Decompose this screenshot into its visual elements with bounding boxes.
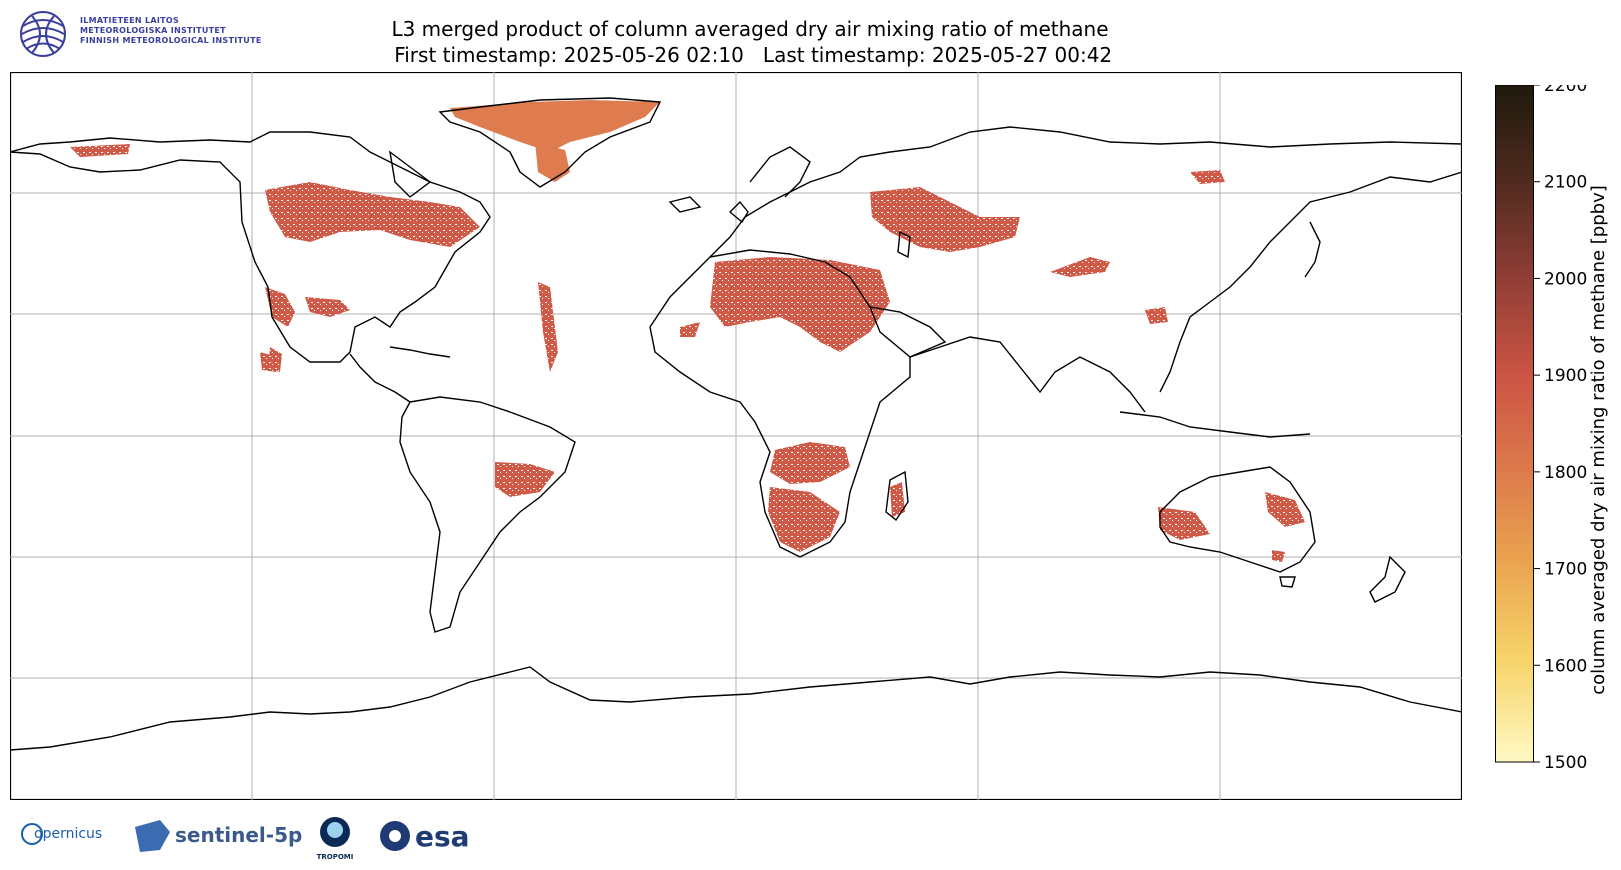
data-china: [1050, 257, 1110, 277]
data-canada: [265, 182, 480, 247]
data-south-america: [495, 462, 555, 497]
fmi-logo: [20, 11, 66, 57]
coast-south-asia: [909, 336, 1146, 413]
sentinel-text: sentinel-5p: [175, 823, 302, 847]
data-greenland-south: [535, 142, 570, 182]
tropomi-text: TROPOMI: [317, 853, 354, 861]
data-southern-africa-north: [770, 442, 850, 484]
esa-text: esa: [415, 820, 470, 853]
partner-logos: opernicus sentinel-5p TROPOMI esa: [21, 817, 470, 861]
copernicus-logo: opernicus: [21, 823, 102, 845]
fmi-institute-name: ILMATIETEEN LAITOS METEOROLOGISKA INSTIT…: [80, 16, 262, 46]
coast-central-america: [349, 353, 411, 403]
tropomi-logo: TROPOMI: [317, 817, 354, 861]
colorbar: 1500 1600 1700 1800 1900 2000 2100 2200: [1495, 85, 1587, 773]
coast-indonesia: [1119, 411, 1311, 438]
colorbar-tick-label: 2100: [1544, 173, 1587, 193]
coast-south-america: [399, 396, 576, 633]
coast-greenland: [438, 97, 662, 188]
coast-arabia: [869, 306, 947, 358]
data-south-asia: [1145, 307, 1168, 324]
data-madagascar: [890, 482, 905, 517]
data-west-africa: [680, 322, 700, 337]
coast-asia-east: [1159, 171, 1462, 393]
colorbar-tick-label: 1600: [1544, 656, 1587, 676]
colorbar-tick-label: 1700: [1544, 560, 1587, 580]
institute-line-3: FINNISH METEOROLOGICAL INSTITUTE: [80, 36, 262, 45]
coast-hudson-bay: [389, 150, 432, 198]
data-east-siberia: [1190, 170, 1225, 184]
coast-madagascar: [885, 470, 909, 522]
coast-caribbean: [389, 346, 451, 358]
coast-australia: [1159, 466, 1316, 573]
colorbar-tick-label: 1800: [1544, 463, 1587, 483]
data-north-canada: [70, 144, 130, 157]
data-west-australia: [1158, 507, 1210, 540]
coastlines: [10, 97, 1462, 751]
world-map: [10, 72, 1462, 800]
data-southern-africa-south: [768, 487, 840, 552]
esa-logo: esa: [380, 820, 470, 853]
data-east-australia: [1265, 492, 1305, 527]
title-line-2: First timestamp: 2025-05-26 02:10 Last t…: [387, 43, 1113, 67]
data-greenland: [450, 100, 660, 152]
colorbar-label: column averaged dry air mixing ratio of …: [1588, 185, 1609, 695]
colorbar-tick-label: 1500: [1544, 753, 1587, 773]
copernicus-text: opernicus: [34, 826, 102, 842]
data-us-central: [305, 297, 350, 317]
colorbar-tick-label: 2200: [1544, 85, 1587, 96]
coast-caspian: [897, 230, 911, 259]
data-se-australia: [1272, 550, 1285, 562]
coast-antarctica: [10, 666, 1462, 751]
data-atlantic-strip: [538, 282, 558, 372]
colorbar-gradient: [1495, 85, 1534, 763]
coast-europe: [709, 126, 1462, 258]
institute-line-2: METEOROLOGISKA INSTITUTET: [80, 26, 226, 35]
coast-tasmania: [1279, 576, 1296, 588]
data-pacific-strip: [260, 352, 278, 372]
coast-north-america: [10, 131, 491, 363]
data-north-africa: [710, 257, 890, 352]
coast-uk: [728, 200, 749, 224]
title-line-1: L3 merged product of column averaged dry…: [391, 17, 1109, 41]
coast-japan: [1304, 221, 1321, 278]
institute-line-1: ILMATIETEEN LAITOS: [80, 16, 180, 25]
methane-data: [70, 100, 1305, 562]
map-title: L3 merged product of column averaged dry…: [300, 16, 1200, 68]
coast-iceland: [668, 196, 702, 213]
colorbar-tick-label: 2000: [1544, 269, 1587, 289]
colorbar-tick-label: 1900: [1544, 366, 1587, 386]
colorbar-ticks: 1500 1600 1700 1800 1900 2000 2100 2200: [1534, 85, 1587, 773]
coast-new-zealand: [1369, 555, 1406, 603]
coast-scandinavia: [749, 146, 811, 198]
coast-africa: [649, 249, 911, 558]
sentinel-logo: sentinel-5p: [135, 820, 302, 852]
